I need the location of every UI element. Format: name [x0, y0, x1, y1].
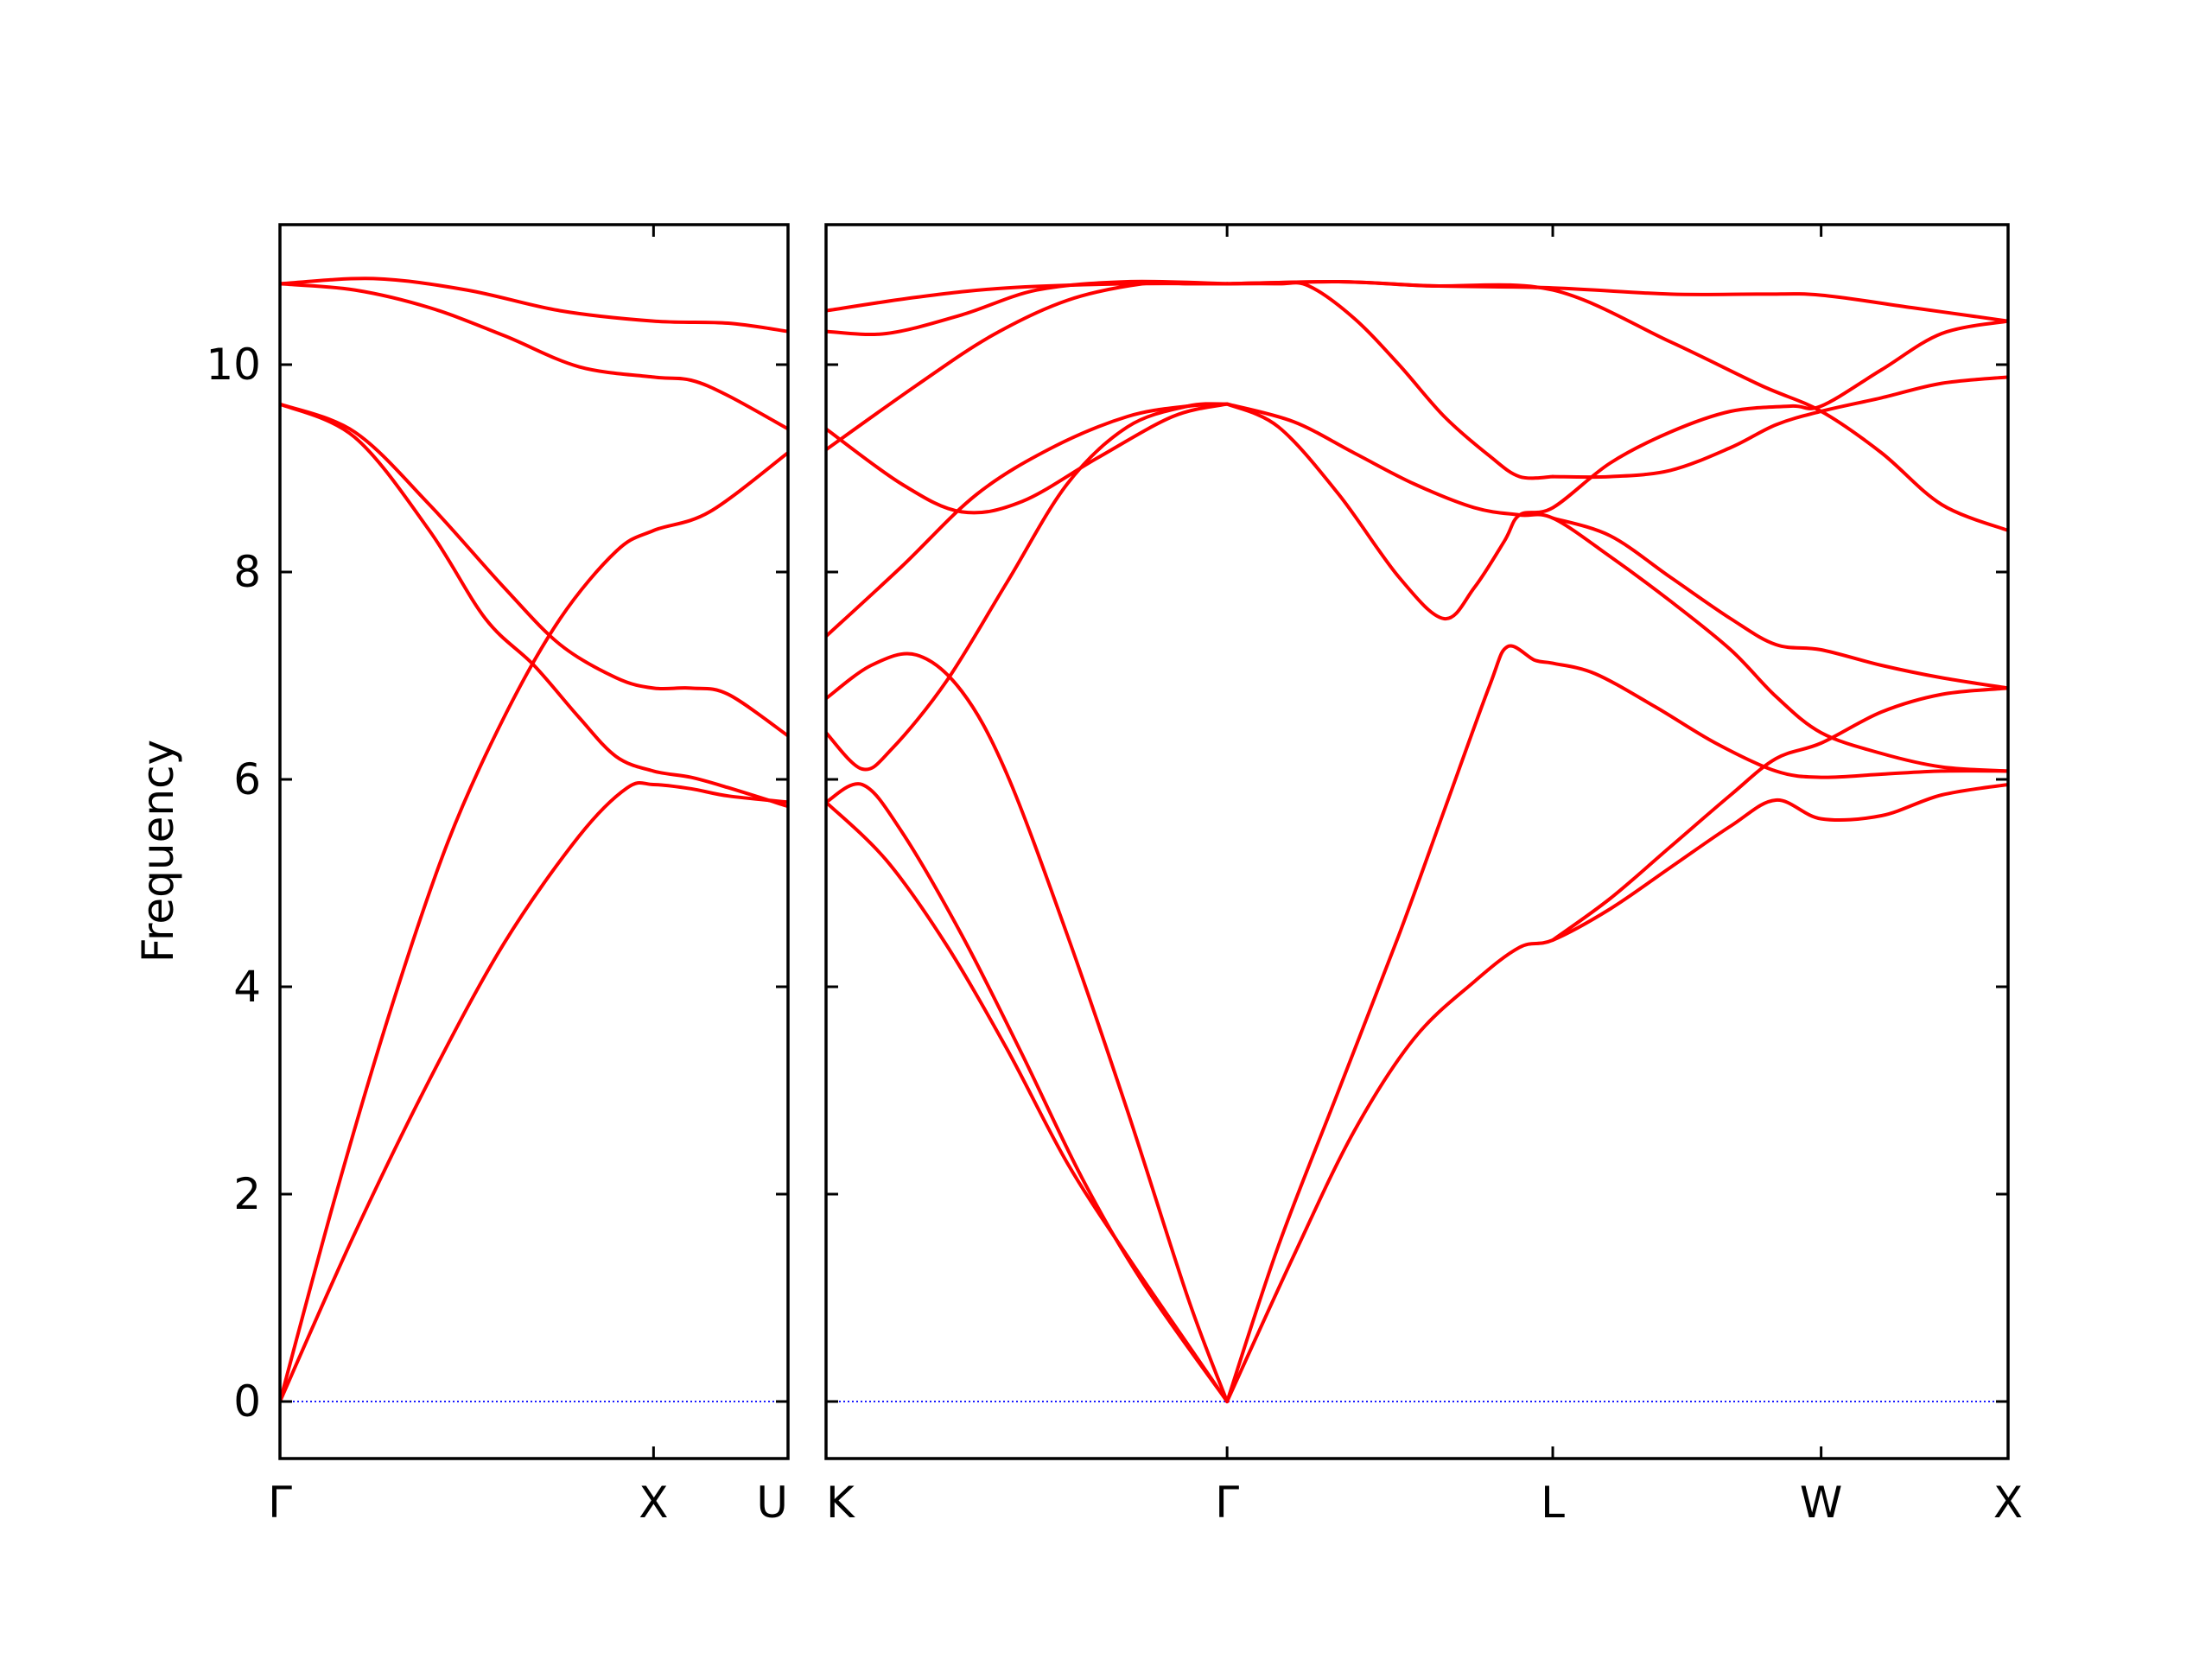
band-line-1	[826, 800, 1230, 1403]
kpoint-label-Γ: Γ	[1215, 1478, 1239, 1528]
band-line-5	[280, 282, 788, 431]
band-line-18	[1225, 279, 2008, 532]
y-axis-label: Frequency	[133, 740, 183, 963]
band-line-7	[826, 280, 1230, 452]
kpoint-label-U: U	[756, 1478, 788, 1528]
band-line-19	[1225, 279, 2008, 323]
y-tick-label: 0	[233, 1376, 261, 1427]
band-line-4	[826, 402, 1230, 772]
axes-frame	[824, 223, 2010, 1460]
y-tick-label: 10	[206, 340, 261, 390]
band-line-9	[826, 282, 1230, 313]
kpoint-label-X: X	[1993, 1478, 2023, 1528]
kpoint-label-L: L	[1541, 1478, 1565, 1528]
band-line-8	[826, 279, 1230, 337]
band-line-11	[1225, 783, 2008, 1403]
band-line-3	[280, 402, 788, 809]
band-lines	[280, 276, 788, 1403]
axes-frame	[278, 223, 790, 1460]
band-line-15	[1551, 516, 2008, 690]
band-line-6	[280, 276, 788, 334]
band-line-3	[826, 652, 1230, 1403]
y-tick-label: 2	[233, 1169, 261, 1219]
band-line-2	[826, 782, 1230, 1403]
band-line-13	[1225, 319, 2008, 621]
band-line-2	[280, 451, 788, 1403]
panel-gamma-x-u: 0 2 4 6 8 10 Γ X U	[206, 223, 790, 1528]
band-line-17	[1225, 281, 1555, 480]
band-line-10	[1225, 644, 2008, 1403]
band-line-6	[826, 402, 1230, 515]
kpoint-label-W: W	[1800, 1478, 1842, 1528]
band-line-1	[280, 780, 788, 1403]
kpoint-label-Γ: Γ	[268, 1478, 292, 1528]
band-lines	[826, 279, 2008, 1403]
y-tick-label: 6	[233, 754, 261, 804]
kpoint-label-X: X	[639, 1478, 668, 1528]
y-tick-label: 4	[233, 962, 261, 1012]
band-line-4	[280, 402, 788, 738]
kpoint-label-K: K	[826, 1478, 855, 1528]
y-tick-label: 8	[233, 547, 261, 597]
band-line-5	[826, 402, 1230, 639]
band-line-16	[1551, 375, 2008, 480]
band-line-12	[1551, 686, 2008, 942]
band-line-14	[1225, 402, 2008, 773]
